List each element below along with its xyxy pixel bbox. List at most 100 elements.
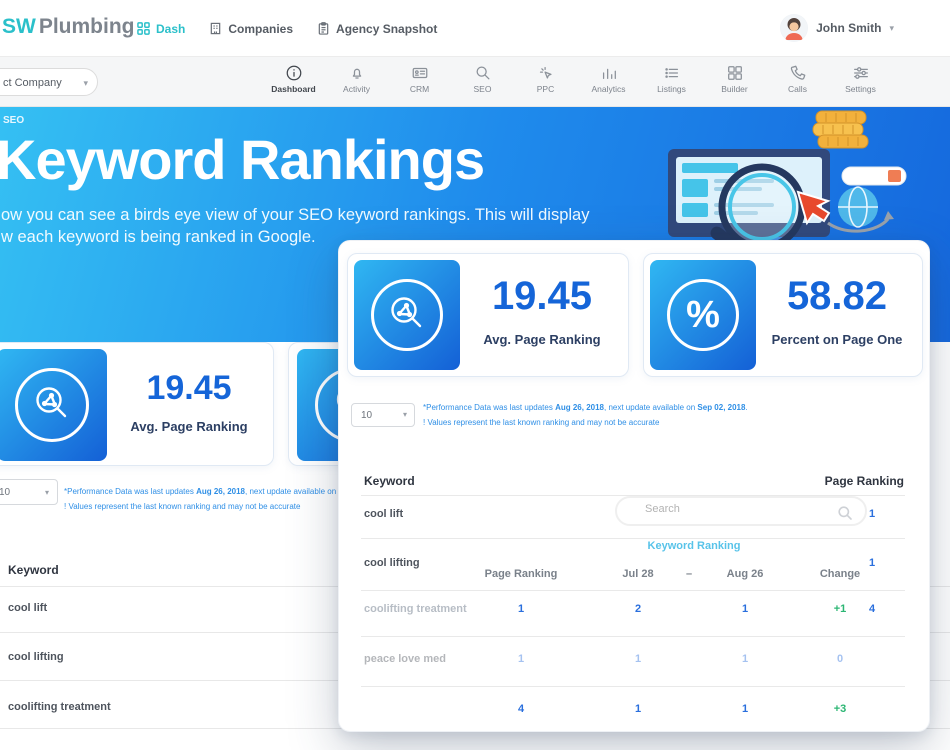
keyword-ranking-title: Keyword Ranking [647,540,741,552]
stat-card-avg-page-ranking: 19.45 Avg. Page Ranking [347,253,629,377]
detail-aug26: 1 [741,703,749,715]
stat-card-avg-page-ranking: 19.45 Avg. Page Ranking [0,342,274,466]
stat-label: Percent on Page One [771,332,903,347]
cursor-icon [796,190,831,226]
chevron-down-icon: ▾ [402,410,407,419]
stat-label: Avg. Page Ranking [483,332,601,347]
chevron-down-icon: ▾ [83,78,88,88]
stat-value: 58.82 [786,274,888,318]
top-header: SW Plumbing Dash Companies Agency Snapsho… [0,0,950,57]
logo-text: Plumbing [38,15,135,38]
tool-crm[interactable]: CRM [388,64,451,94]
column-header-keyword: Keyword [364,474,415,488]
keyword-row[interactable]: peace love med [364,653,446,665]
search-input[interactable] [645,503,825,515]
tool-builder[interactable]: Builder [703,64,766,94]
performance-notes: *Performance Data was last updates Aug 2… [423,403,748,427]
tool-settings[interactable]: Settings [829,64,892,94]
magnifier-icon [474,64,492,82]
stat-icon-tile [0,349,107,461]
detail-aug26: 1 [741,603,749,615]
bar-chart-icon [600,64,618,82]
ranking-magnifier-icon [15,368,89,442]
dash-icon [137,22,150,35]
stat-label: Avg. Page Ranking [130,419,248,434]
nav-label: Agency Snapshot [336,21,438,36]
hero-illustration [630,107,950,342]
detail-col-separator: – [685,568,693,580]
stat-value: 19.45 [146,369,232,407]
stat-value: 19.45 [491,274,593,318]
divider [361,590,905,591]
page-ranking-value: 1 [868,508,876,520]
chevron-down-icon: ▾ [44,488,49,497]
id-card-icon [411,64,429,82]
detail-page-ranking: 1 [517,653,525,665]
search-icon [837,505,853,526]
keyword-row[interactable]: cool lift [364,508,404,520]
page-ranking-value: 4 [868,603,876,615]
search-bar-shape [841,166,907,186]
detail-jul28: 2 [634,603,642,615]
nav-agency-snapshot[interactable]: Agency Snapshot [317,22,437,36]
detail-page-ranking: 4 [517,703,525,715]
tool-activity[interactable]: Activity [325,64,388,94]
nav-dash[interactable]: Dash [137,22,185,36]
page-title: Keyword Rankings [0,128,485,191]
tool-listings[interactable]: Listings [640,64,703,94]
user-name: John Smith [816,21,882,35]
detail-col-aug26: Aug 26 [726,568,764,580]
breadcrumb: SEO [3,115,25,126]
page-size-select[interactable]: 10 ▾ [0,479,58,505]
company-select[interactable]: ct Company ▾ [0,68,98,96]
keyword-row[interactable]: cool lift [8,602,48,614]
dashboard-icon [285,64,303,82]
keyword-rankings-panel: 19.45 Avg. Page Ranking % 58.82 Percent … [338,240,930,732]
grid-icon [726,64,744,82]
tool-ppc[interactable]: PPC [514,64,577,94]
tool-calls[interactable]: Calls [766,64,829,94]
keyword-row[interactable]: coolifting treatment [8,701,111,713]
company-select-value: ct Company [3,77,62,89]
logo-accent: SW [2,15,36,38]
keyword-search[interactable] [615,496,867,526]
tool-dashboard[interactable]: Dashboard [262,64,325,94]
globe-icon [827,186,894,233]
primary-nav: Dash Companies Agency Snapshot [137,0,437,57]
divider [361,495,905,496]
detail-jul28: 1 [634,653,642,665]
user-menu[interactable]: John Smith ▾ [780,14,894,42]
ranking-magnifier-icon [371,279,443,351]
detail-page-ranking: 1 [517,603,525,615]
keyword-row[interactable]: cool lifting [8,651,64,663]
detail-col-change: Change [819,568,861,580]
module-nav: Dashboard Activity CRM SEO PPC Analytics [262,64,892,94]
logo[interactable]: SW Plumbing [2,15,135,39]
page-size-value: 10 [361,410,373,421]
column-header-keyword: Keyword [8,563,59,577]
divider [361,686,905,687]
detail-jul28: 1 [634,703,642,715]
detail-aug26: 1 [741,653,749,665]
nav-label: Companies [228,21,294,36]
stat-icon-tile: % [650,260,756,370]
column-header-page-ranking: Page Ranking [824,474,904,488]
coins-icon [812,110,869,149]
nav-companies[interactable]: Companies [209,22,293,36]
hero-banner: SEO Keyword Rankings ow you can see a bi… [0,107,950,342]
stat-card-percent-page-one: % 58.82 Percent on Page One [643,253,923,377]
page-size-select[interactable]: 10 ▾ [351,403,415,427]
chevron-down-icon: ▾ [889,22,894,33]
percent-icon: % [667,279,739,351]
sliders-icon [852,64,870,82]
phone-icon [789,64,807,82]
tool-analytics[interactable]: Analytics [577,64,640,94]
keyword-row[interactable]: coolifting treatment [364,603,467,615]
detail-change: +1 [833,603,847,615]
divider [361,636,905,637]
tool-seo[interactable]: SEO [451,64,514,94]
keyword-row[interactable]: cool lifting [364,557,420,569]
click-cursor-icon [537,64,555,82]
nav-label: Dash [156,21,186,36]
